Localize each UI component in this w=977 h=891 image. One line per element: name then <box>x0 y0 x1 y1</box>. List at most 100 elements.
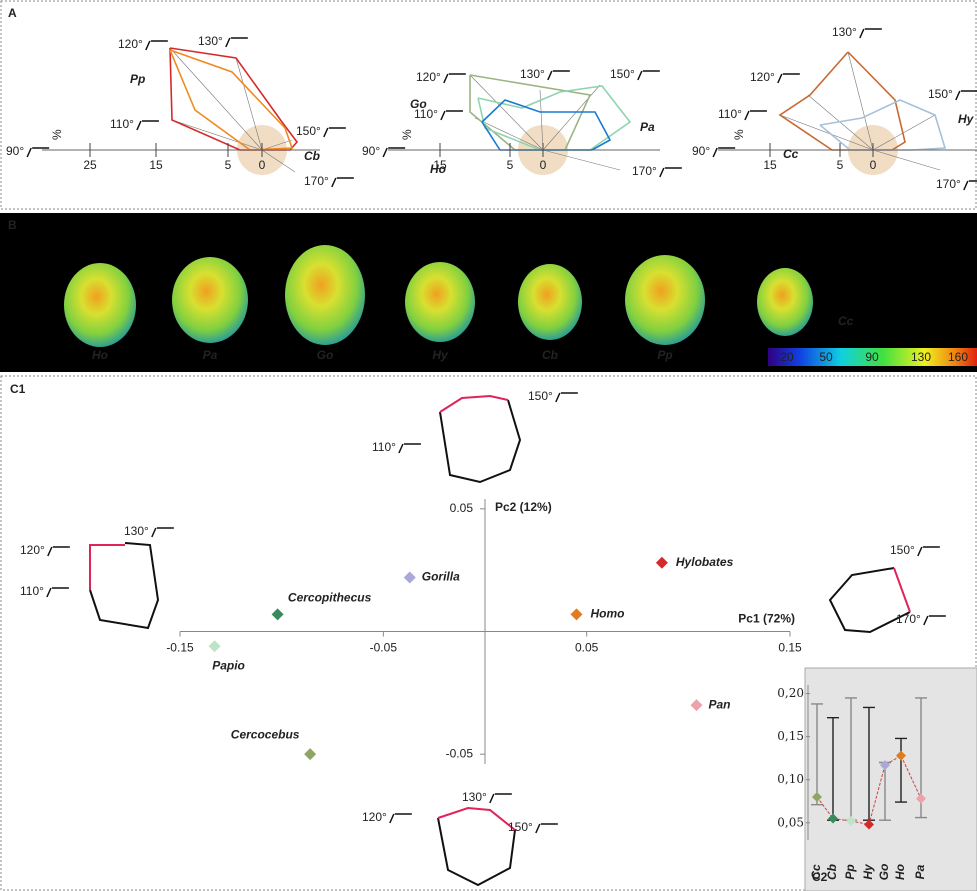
species-label: Pa <box>640 120 655 134</box>
panel-a-frame <box>1 1 976 209</box>
x-tick-label: Cc <box>809 864 823 880</box>
figure: ABC1C2120°130°110°150°170°90°PpCb251550%… <box>0 0 977 891</box>
angle-label: 120° <box>750 70 775 84</box>
axis-tick-label: 25 <box>83 158 97 172</box>
specimen-label: Cc <box>838 314 854 328</box>
species-label: Hy <box>958 112 975 126</box>
species-label: Go <box>410 97 427 111</box>
y-tick-label: -0.05 <box>446 746 474 760</box>
angle-label: 110° <box>372 440 396 454</box>
specimen-label: Pa <box>203 348 218 362</box>
angle-label: 150° <box>528 389 553 403</box>
angle-glyph <box>548 71 570 80</box>
y-axis-label: Pc2 (12%) <box>495 500 552 514</box>
x-tick-label: Pa <box>913 864 927 879</box>
angle-glyph <box>924 616 946 625</box>
y-tick-label: 0,10 <box>777 772 804 786</box>
specimen-label: Go <box>317 348 334 362</box>
angle-glyph <box>556 393 578 402</box>
angle-label: 120° <box>20 543 45 557</box>
angle-glyph <box>536 824 558 833</box>
colorbar-label: 160 <box>948 350 968 364</box>
unit-label: % <box>50 129 64 140</box>
x-tick-label: Ho <box>893 864 907 880</box>
angle-label: 130° <box>198 34 223 48</box>
angle-label: 120° <box>362 810 387 824</box>
colorbar-label: 20 <box>780 350 794 364</box>
specimen-label: Ho <box>92 348 108 362</box>
angle-label: 90° <box>362 144 380 158</box>
panel-label: A <box>8 6 17 20</box>
point <box>656 557 668 569</box>
axis-tick-label: 15 <box>763 158 777 172</box>
colorbar-label: 50 <box>819 350 833 364</box>
angle-label: 150° <box>610 67 635 81</box>
angle-label: 110° <box>718 107 742 121</box>
x-tick-label: Go <box>877 864 891 881</box>
angle-label: 170° <box>936 177 961 191</box>
angle-label: 150° <box>296 124 321 138</box>
angle-glyph <box>490 794 512 803</box>
angle-glyph <box>152 528 174 537</box>
angle-label: 170° <box>304 174 329 188</box>
colorbar-label: 90 <box>865 350 879 364</box>
angle-label: 170° <box>896 612 921 626</box>
point <box>304 748 316 760</box>
specimen-label: Hy <box>432 348 449 362</box>
unit-label: % <box>400 129 414 140</box>
angle-label: 110° <box>110 117 134 131</box>
point <box>690 699 702 711</box>
angle-label: 120° <box>416 70 441 84</box>
angle-glyph <box>964 181 977 190</box>
panel-label: C1 <box>10 382 26 396</box>
angle-glyph <box>383 148 405 157</box>
angle-label: 170° <box>632 164 657 178</box>
angle-glyph <box>137 121 159 130</box>
axis-tick-label: 0 <box>540 158 547 172</box>
species-label: Cb <box>304 149 320 163</box>
y-tick-label: 0,20 <box>777 686 804 700</box>
angle-label: 150° <box>928 87 953 101</box>
colorbar-label: 130 <box>911 350 931 364</box>
point-label: Hylobates <box>676 555 734 569</box>
point-label: Papio <box>212 658 245 672</box>
angle-label: 150° <box>508 820 533 834</box>
y-tick-label: 0,15 <box>777 729 804 743</box>
x-tick-label: -0.05 <box>370 641 398 655</box>
axis-tick-label: 0 <box>259 158 266 172</box>
point-label: Homo <box>591 606 625 620</box>
angle-label: 130° <box>832 25 857 39</box>
axis-tick-label: 5 <box>837 158 844 172</box>
angle-glyph <box>146 41 168 50</box>
angle-label: 90° <box>6 144 24 158</box>
angle-glyph <box>399 444 421 453</box>
x-tick-label: 0.15 <box>778 641 802 655</box>
species-label: Cc <box>783 147 799 161</box>
angle-glyph <box>48 547 70 556</box>
angle-glyph <box>918 547 940 556</box>
angle-label: 110° <box>20 584 44 598</box>
angle-glyph <box>47 588 69 597</box>
point <box>272 608 284 620</box>
angle-label: 130° <box>124 524 149 538</box>
x-tick-label: Hy <box>861 863 875 880</box>
angle-glyph <box>638 71 660 80</box>
point <box>209 640 221 652</box>
angle-label: 130° <box>462 790 487 804</box>
x-tick-label: 0.05 <box>575 641 599 655</box>
point-label: Gorilla <box>422 570 460 584</box>
angle-label: 130° <box>520 67 545 81</box>
angle-label: 120° <box>118 37 143 51</box>
specimen-label: Cb <box>542 348 558 362</box>
angle-glyph <box>956 91 977 100</box>
angle-glyph <box>860 29 882 38</box>
x-tick-label: -0.15 <box>166 641 194 655</box>
axis-tick-label: 15 <box>149 158 163 172</box>
point-label: Pan <box>708 697 730 711</box>
point-label: Cercocebus <box>231 727 300 741</box>
unit-label: % <box>732 129 746 140</box>
angle-label: 90° <box>692 144 710 158</box>
angle-glyph <box>713 148 735 157</box>
angle-glyph <box>441 111 463 120</box>
angle-label: 150° <box>890 543 915 557</box>
